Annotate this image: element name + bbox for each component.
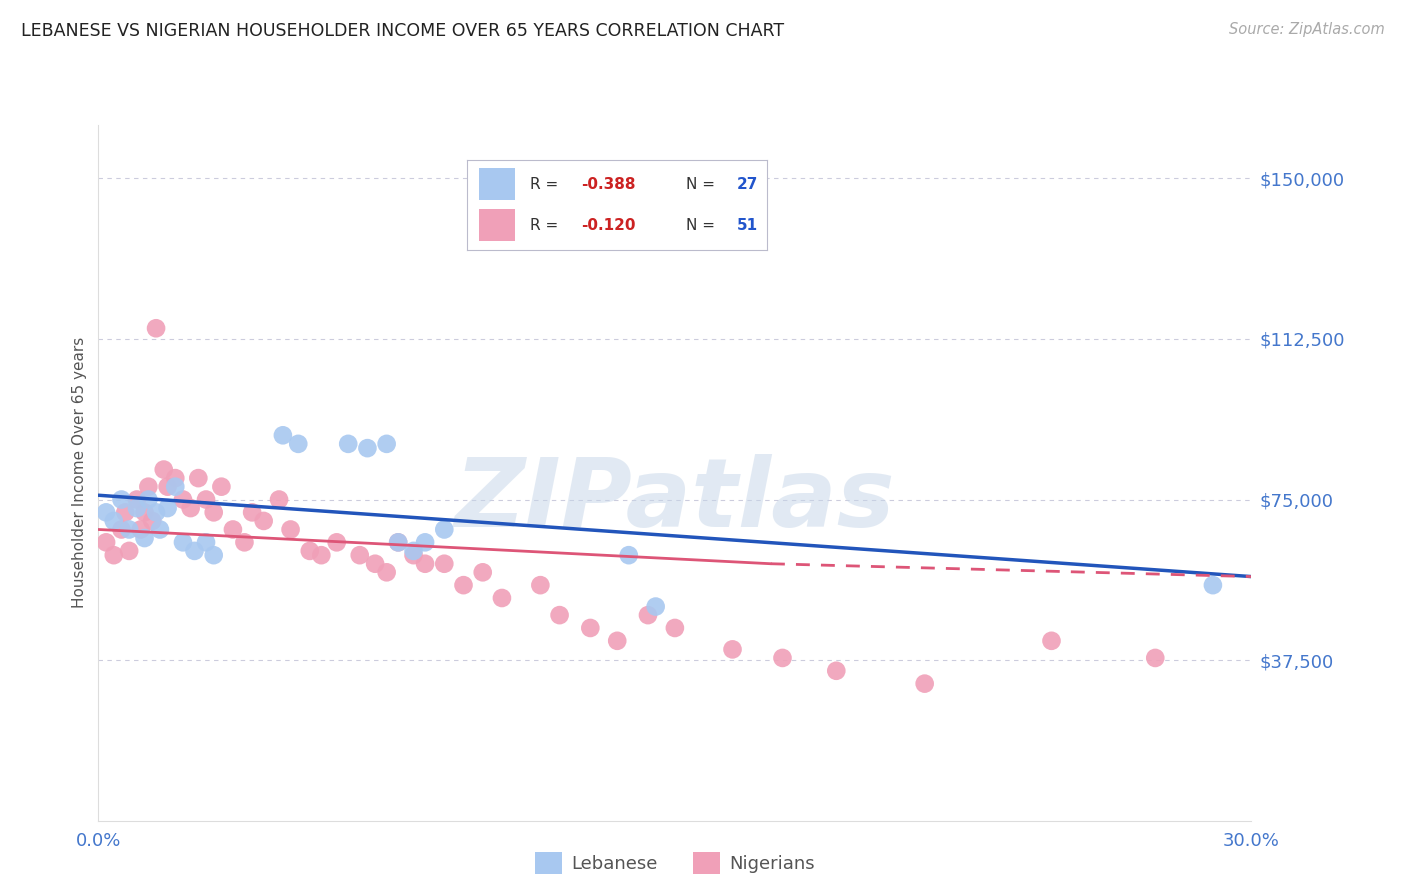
Point bbox=[1040, 633, 1063, 648]
Point bbox=[145, 321, 167, 335]
Point bbox=[721, 642, 744, 657]
Point bbox=[110, 492, 132, 507]
Point bbox=[202, 548, 225, 562]
Legend: Lebanese, Nigerians: Lebanese, Nigerians bbox=[527, 845, 823, 881]
Point bbox=[644, 599, 666, 614]
Point bbox=[298, 544, 321, 558]
Point bbox=[222, 523, 245, 537]
Point bbox=[118, 523, 141, 537]
Point bbox=[209, 480, 232, 494]
Point bbox=[118, 544, 141, 558]
Point bbox=[491, 591, 513, 605]
Point bbox=[152, 462, 174, 476]
Point bbox=[195, 492, 218, 507]
Point bbox=[349, 548, 371, 562]
Point bbox=[433, 523, 456, 537]
Point bbox=[402, 548, 425, 562]
Point bbox=[413, 535, 436, 549]
Point bbox=[287, 437, 309, 451]
Text: LEBANESE VS NIGERIAN HOUSEHOLDER INCOME OVER 65 YEARS CORRELATION CHART: LEBANESE VS NIGERIAN HOUSEHOLDER INCOME … bbox=[21, 22, 785, 40]
Point bbox=[103, 514, 125, 528]
Point bbox=[138, 492, 160, 507]
Point bbox=[103, 548, 125, 562]
Point bbox=[134, 505, 156, 519]
Point bbox=[664, 621, 686, 635]
Point bbox=[311, 548, 333, 562]
Point bbox=[156, 480, 179, 494]
Point bbox=[433, 557, 456, 571]
Point bbox=[183, 544, 205, 558]
Point bbox=[156, 501, 179, 516]
Point bbox=[187, 471, 209, 485]
Point bbox=[94, 535, 117, 549]
Point bbox=[94, 505, 117, 519]
Point bbox=[195, 535, 218, 549]
Point bbox=[471, 566, 494, 580]
Point bbox=[1202, 578, 1225, 592]
Point bbox=[134, 531, 156, 545]
Point bbox=[364, 557, 387, 571]
Point bbox=[579, 621, 602, 635]
Point bbox=[125, 492, 148, 507]
Point bbox=[356, 441, 378, 455]
Point bbox=[165, 471, 187, 485]
Point bbox=[413, 557, 436, 571]
Point bbox=[145, 505, 167, 519]
Point bbox=[529, 578, 551, 592]
Point bbox=[825, 664, 848, 678]
Point bbox=[202, 505, 225, 519]
Point bbox=[402, 544, 425, 558]
Point bbox=[141, 514, 163, 528]
Point bbox=[337, 437, 360, 451]
Point bbox=[387, 535, 409, 549]
Point bbox=[637, 608, 659, 623]
Point bbox=[375, 566, 398, 580]
Point bbox=[240, 505, 263, 519]
Point bbox=[548, 608, 571, 623]
Point bbox=[772, 651, 794, 665]
Point bbox=[172, 535, 194, 549]
Point bbox=[617, 548, 640, 562]
Point bbox=[606, 633, 628, 648]
Point bbox=[914, 676, 936, 690]
Point bbox=[267, 492, 290, 507]
Point bbox=[325, 535, 347, 549]
Point bbox=[271, 428, 294, 442]
Point bbox=[180, 501, 202, 516]
Point bbox=[149, 523, 172, 537]
Text: ZIPatlas: ZIPatlas bbox=[454, 454, 896, 547]
Point bbox=[253, 514, 276, 528]
Y-axis label: Householder Income Over 65 years: Householder Income Over 65 years bbox=[72, 337, 87, 608]
Point bbox=[138, 480, 160, 494]
Point bbox=[165, 480, 187, 494]
Point bbox=[233, 535, 256, 549]
Point bbox=[172, 492, 194, 507]
Point bbox=[387, 535, 409, 549]
Point bbox=[125, 501, 148, 516]
Point bbox=[110, 523, 132, 537]
Point bbox=[129, 523, 152, 537]
Point bbox=[280, 523, 302, 537]
Point bbox=[375, 437, 398, 451]
Text: Source: ZipAtlas.com: Source: ZipAtlas.com bbox=[1229, 22, 1385, 37]
Point bbox=[114, 505, 136, 519]
Point bbox=[1144, 651, 1167, 665]
Point bbox=[453, 578, 475, 592]
